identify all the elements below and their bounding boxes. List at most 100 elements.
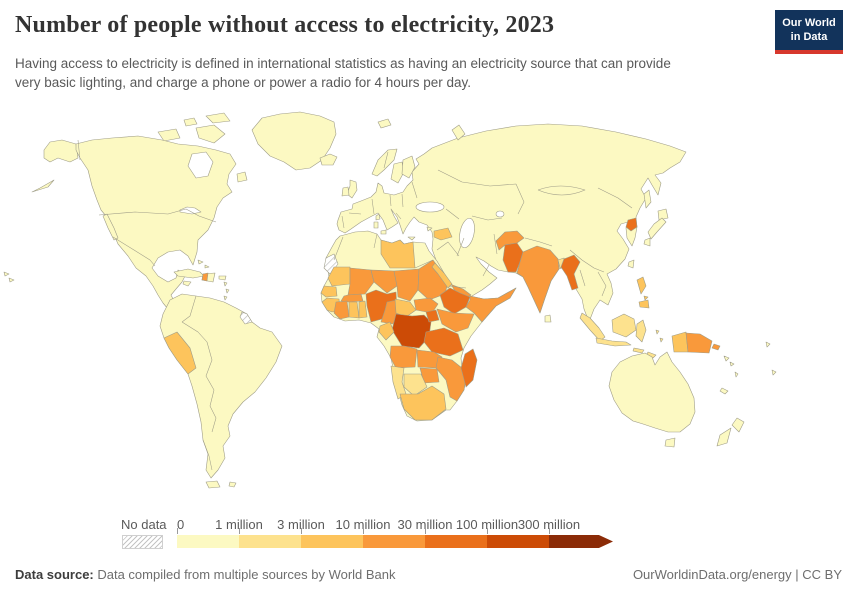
island-borneo[interactable] [611, 313, 637, 338]
country-finland[interactable] [401, 155, 416, 179]
region-west-papua[interactable] [671, 331, 689, 353]
data-source-note: Data source: Data compiled from multiple… [15, 567, 396, 582]
legend-tickmark [549, 528, 550, 534]
owid-logo[interactable]: Our World in Data [775, 10, 843, 54]
country-madagascar[interactable] [460, 348, 478, 388]
legend-tickmark [177, 528, 178, 534]
country-uganda[interactable] [425, 309, 440, 323]
country-afghanistan[interactable] [495, 230, 525, 251]
falkland-islands [228, 481, 237, 488]
country-greenland[interactable] [251, 111, 337, 171]
country-syria[interactable] [433, 227, 453, 241]
fiji-islands [765, 341, 777, 376]
owid-logo-line1: Our World [782, 17, 836, 29]
country-libya[interactable] [380, 239, 416, 269]
cyprus-island [426, 226, 433, 232]
subtitle-line2: very basic lighting, and charge a phone … [15, 75, 472, 90]
owid-logo-line2: in Data [790, 31, 828, 44]
new-caledonia [719, 387, 729, 395]
country-north-korea[interactable] [625, 217, 638, 232]
svalbard-islands [377, 118, 392, 129]
legend-bin-3[interactable] [363, 535, 425, 548]
great-lakes [179, 206, 202, 215]
subtitle-line1: Having access to electricity is defined … [15, 56, 671, 71]
country-puerto-rico[interactable] [218, 275, 227, 281]
legend-tick-1: 1 million [215, 517, 263, 532]
world-map[interactable] [0, 110, 850, 505]
legend-tick-4: 30 million [397, 517, 453, 532]
country-eritrea[interactable] [431, 262, 453, 289]
island-sumatra[interactable] [579, 312, 606, 342]
country-kenya[interactable] [436, 308, 475, 333]
country-angola[interactable] [389, 345, 418, 369]
country-ghana[interactable] [348, 301, 360, 319]
country-botswana[interactable] [403, 373, 428, 397]
country-peru[interactable] [163, 331, 197, 375]
country-ethiopia[interactable] [439, 287, 471, 315]
country-burkina-faso[interactable] [340, 293, 364, 303]
country-south-sudan[interactable] [413, 297, 439, 314]
country-jamaica[interactable] [182, 280, 192, 287]
legend-bin-6[interactable] [549, 535, 613, 548]
country-central-african-republic[interactable] [394, 298, 417, 318]
legend-tick-5: 100 million [455, 517, 519, 532]
country-mozambique-malawi[interactable] [435, 356, 467, 402]
country-south-africa[interactable] [399, 385, 447, 421]
country-sri-lanka[interactable] [544, 314, 552, 323]
country-eurasia[interactable] [336, 123, 687, 323]
legend-tickmark [487, 528, 488, 534]
black-sea [415, 201, 445, 213]
country-sudan[interactable] [417, 259, 449, 301]
country-new-zealand[interactable] [716, 417, 745, 447]
legend-no-data-label: No data [121, 517, 167, 532]
country-papua-new-guinea[interactable] [685, 332, 713, 354]
country-senegal[interactable] [320, 285, 338, 298]
country-india[interactable] [516, 245, 560, 314]
country-congo[interactable] [378, 321, 395, 341]
legend-bin-1[interactable] [239, 535, 301, 548]
citation-link[interactable]: OurWorldinData.org/energy | CC BY [632, 567, 842, 582]
country-cote-divoire[interactable] [333, 300, 350, 320]
hudson-bay [187, 151, 214, 179]
country-togo-benin[interactable] [358, 300, 368, 319]
country-iceland[interactable] [319, 153, 338, 166]
country-norway[interactable] [371, 148, 398, 177]
country-united-kingdom[interactable] [346, 179, 358, 199]
country-taiwan[interactable] [627, 259, 635, 269]
island-sulawesi[interactable] [635, 319, 647, 343]
country-sweden[interactable] [390, 161, 405, 184]
country-japan[interactable] [643, 208, 669, 247]
legend-tickmark [425, 528, 426, 534]
page-title: Number of people without access to elect… [15, 12, 555, 38]
country-myanmar[interactable] [560, 254, 581, 291]
country-ireland[interactable] [341, 186, 350, 197]
aral-sea [495, 210, 505, 218]
corsica-island [375, 213, 381, 221]
country-south-america[interactable] [159, 293, 283, 479]
territory-french-guiana[interactable] [239, 311, 253, 325]
legend-tickmark [301, 528, 302, 534]
newfoundland-island [236, 171, 248, 183]
sicily-island [380, 229, 387, 235]
country-haiti[interactable] [201, 272, 209, 282]
legend-tickmark [363, 528, 364, 534]
legend-tick-2: 3 million [277, 517, 325, 532]
country-niger[interactable] [370, 269, 398, 294]
tierra-del-fuego [205, 480, 221, 489]
country-pakistan[interactable] [502, 242, 524, 273]
hawaii-islands [3, 271, 15, 283]
legend-bin-2[interactable] [301, 535, 363, 548]
country-philippines[interactable] [636, 276, 650, 309]
island-java[interactable] [595, 337, 632, 347]
legend-bin-0[interactable] [177, 535, 239, 548]
legend-bin-4[interactable] [425, 535, 487, 548]
legend-bin-5[interactable] [487, 535, 549, 548]
legend-no-data-swatch[interactable] [122, 535, 163, 549]
country-tanzania[interactable] [423, 327, 464, 357]
country-alaska[interactable] [43, 139, 79, 163]
data-source-text: Data compiled from multiple sources by W… [93, 567, 396, 582]
new-britain-island [711, 343, 721, 351]
country-canadian-arctic[interactable] [157, 112, 231, 144]
country-australia[interactable] [608, 351, 696, 433]
country-somalia[interactable] [465, 287, 517, 323]
